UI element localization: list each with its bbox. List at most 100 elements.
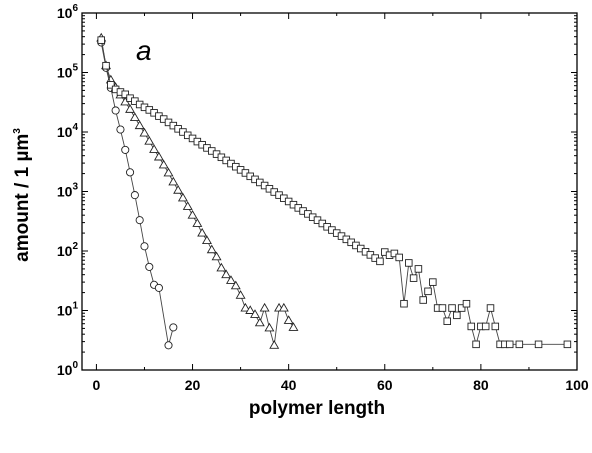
data-point-triangle xyxy=(144,136,155,145)
data-point-square xyxy=(395,253,403,262)
data-series-layer xyxy=(96,32,572,350)
data-point-triangle xyxy=(139,127,150,137)
data-point-square xyxy=(448,304,456,312)
data-point-square xyxy=(107,81,115,89)
data-point-circle xyxy=(130,191,139,200)
data-point-circle xyxy=(145,262,154,271)
data-point-square xyxy=(481,322,490,331)
data-point-triangle xyxy=(206,244,217,254)
y-tick-label-exponent: 4 xyxy=(72,122,78,133)
y-tick-label: 105 xyxy=(57,63,79,81)
data-point-triangle xyxy=(163,167,174,177)
data-point-triangle xyxy=(226,275,236,284)
plot-frame xyxy=(81,12,578,371)
data-point-triangle xyxy=(230,280,241,290)
data-point-circle xyxy=(169,323,178,332)
data-point-square xyxy=(97,36,105,44)
x-tick-label: 20 xyxy=(185,377,201,393)
data-point-square xyxy=(457,304,466,312)
data-point-triangle xyxy=(216,262,227,272)
data-point-triangle xyxy=(288,322,299,331)
y-tick-label-exponent: 3 xyxy=(72,182,78,193)
y-tick-label: 106 xyxy=(57,3,79,21)
data-point-square xyxy=(486,304,495,312)
data-point-triangle xyxy=(182,201,193,210)
data-point-triangle xyxy=(134,120,145,130)
data-point-square xyxy=(515,340,524,349)
data-point-square xyxy=(534,340,543,349)
y-axis-title: amount / 1 µm3 xyxy=(12,128,33,262)
data-point-triangle xyxy=(192,218,203,227)
data-point-triangle xyxy=(245,305,256,314)
data-point-square xyxy=(414,265,423,273)
series-triangle xyxy=(96,32,299,349)
data-point-square xyxy=(438,304,447,312)
data-point-square xyxy=(563,340,572,349)
y-tick-label: 100 xyxy=(57,360,79,378)
data-point-square xyxy=(453,311,461,320)
axis-ticks-layer xyxy=(82,13,578,371)
data-point-triangle xyxy=(254,317,265,327)
data-point-square xyxy=(491,322,500,331)
y-tick-label-exponent: 5 xyxy=(72,63,78,74)
data-point-triangle xyxy=(168,176,179,186)
x-tick-label: 100 xyxy=(565,377,589,393)
data-point-circle xyxy=(126,168,135,177)
data-point-triangle xyxy=(235,290,246,299)
data-point-triangle xyxy=(264,322,275,332)
y-tick-label: 103 xyxy=(57,182,79,200)
y-tick-label: 102 xyxy=(57,241,79,259)
data-point-triangle xyxy=(197,227,208,237)
y-tick-label: 101 xyxy=(57,301,79,319)
data-point-circle xyxy=(154,283,163,292)
data-point-triangle xyxy=(269,340,280,349)
y-tick-label-exponent: 6 xyxy=(72,3,78,14)
x-tick-label: 60 xyxy=(377,377,393,393)
y-tick-label-exponent: 1 xyxy=(72,301,78,312)
x-tick-label: 0 xyxy=(93,377,101,393)
data-point-square xyxy=(424,287,432,296)
series-line-triangle xyxy=(100,37,294,346)
data-point-triangle xyxy=(240,302,251,312)
data-point-circle xyxy=(164,341,173,350)
data-point-triangle xyxy=(153,151,164,161)
y-tick-label-base: 10 xyxy=(57,65,73,81)
data-point-triangle xyxy=(158,159,169,169)
data-point-circle xyxy=(111,106,120,115)
y-tick-label-base: 10 xyxy=(57,362,73,378)
y-tick-label-base: 10 xyxy=(57,184,73,200)
y-tick-label-base: 10 xyxy=(57,124,73,140)
data-point-triangle xyxy=(259,302,270,312)
data-point-circle xyxy=(140,242,149,251)
data-point-square xyxy=(376,257,384,266)
y-tick-label: 104 xyxy=(57,122,79,140)
data-point-square xyxy=(102,61,110,70)
y-axis-title-text: amount / 1 µm xyxy=(12,134,33,262)
data-point-square xyxy=(429,278,437,286)
data-point-square xyxy=(505,340,514,349)
data-point-triangle xyxy=(187,209,198,219)
data-point-triangle xyxy=(250,309,260,318)
data-point-square xyxy=(390,249,399,258)
data-point-triangle xyxy=(129,112,140,121)
y-tick-label-exponent: 2 xyxy=(72,241,78,252)
x-axis-title-text: polymer length xyxy=(249,398,385,419)
data-point-triangle xyxy=(125,104,136,113)
y-tick-label-base: 10 xyxy=(57,243,73,259)
data-point-triangle xyxy=(201,235,212,244)
data-point-square xyxy=(419,296,427,304)
y-tick-label-base: 10 xyxy=(57,303,73,319)
data-point-circle xyxy=(116,125,125,134)
data-point-circle xyxy=(135,216,144,225)
series-line-square xyxy=(100,40,568,347)
x-axis-title: polymer length xyxy=(249,398,385,419)
data-point-square xyxy=(405,259,413,267)
data-point-square xyxy=(121,90,130,99)
data-point-square xyxy=(400,299,408,308)
data-point-triangle xyxy=(173,185,184,194)
data-point-square xyxy=(443,317,451,325)
y-tick-label-exponent: 0 xyxy=(72,360,78,371)
data-point-triangle xyxy=(278,302,289,312)
